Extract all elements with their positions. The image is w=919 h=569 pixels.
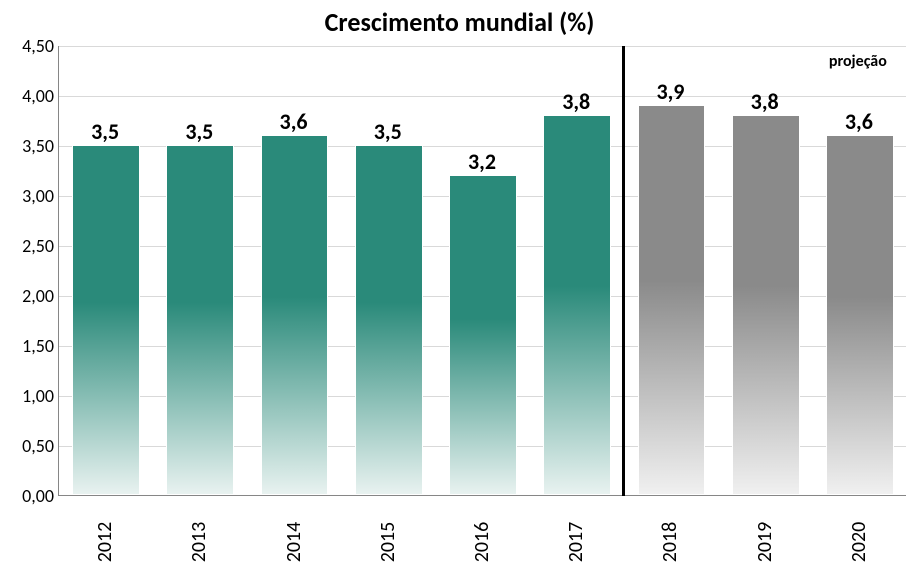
value-label-2018: 3,9 [656,78,684,105]
y-tick-label: 2,50 [4,235,54,257]
y-tick-label: 3,00 [4,185,54,207]
x-tick-label: 2019 [753,522,777,563]
value-label-2012: 3,5 [91,118,119,145]
bar-2018 [638,105,706,495]
x-tick-label: 2018 [658,522,682,563]
x-tick-label: 2013 [187,522,211,563]
x-tick-label: 2015 [376,522,400,563]
y-tick-label: 0,00 [4,485,54,507]
value-label-2017: 3,8 [562,88,590,115]
value-label-2020: 3,6 [845,108,873,135]
value-label-2019: 3,8 [751,88,779,115]
y-tick-label: 1,00 [4,385,54,407]
plot-area [58,46,906,496]
y-tick-label: 1,50 [4,335,54,357]
bar-2019 [732,115,800,495]
y-tick-label: 0,50 [4,435,54,457]
world-growth-chart: Crescimento mundial (%) projeção [0,0,919,569]
y-tick-label: 3,50 [4,135,54,157]
value-label-2013: 3,5 [185,118,213,145]
value-label-2016: 3,2 [468,148,496,175]
value-label-2015: 3,5 [374,118,402,145]
bar-2016 [449,175,517,495]
x-tick-label: 2016 [470,522,494,563]
bar-2014 [261,135,329,495]
x-tick-label: 2020 [847,522,871,563]
y-tick-label: 2,00 [4,285,54,307]
y-tick-label: 4,00 [4,85,54,107]
bar-2017 [543,115,611,495]
bar-2012 [72,145,140,495]
bar-2013 [166,145,234,495]
value-label-2014: 3,6 [280,108,308,135]
chart-title: Crescimento mundial (%) [0,6,919,38]
gridline [59,46,906,47]
bar-2015 [355,145,423,495]
x-tick-label: 2014 [282,522,306,563]
bar-2020 [826,135,894,495]
x-tick-label: 2017 [564,522,588,563]
projection-separator [622,46,625,496]
y-tick-label: 4,50 [4,35,54,57]
x-tick-label: 2012 [93,522,117,563]
gridline [59,96,906,97]
